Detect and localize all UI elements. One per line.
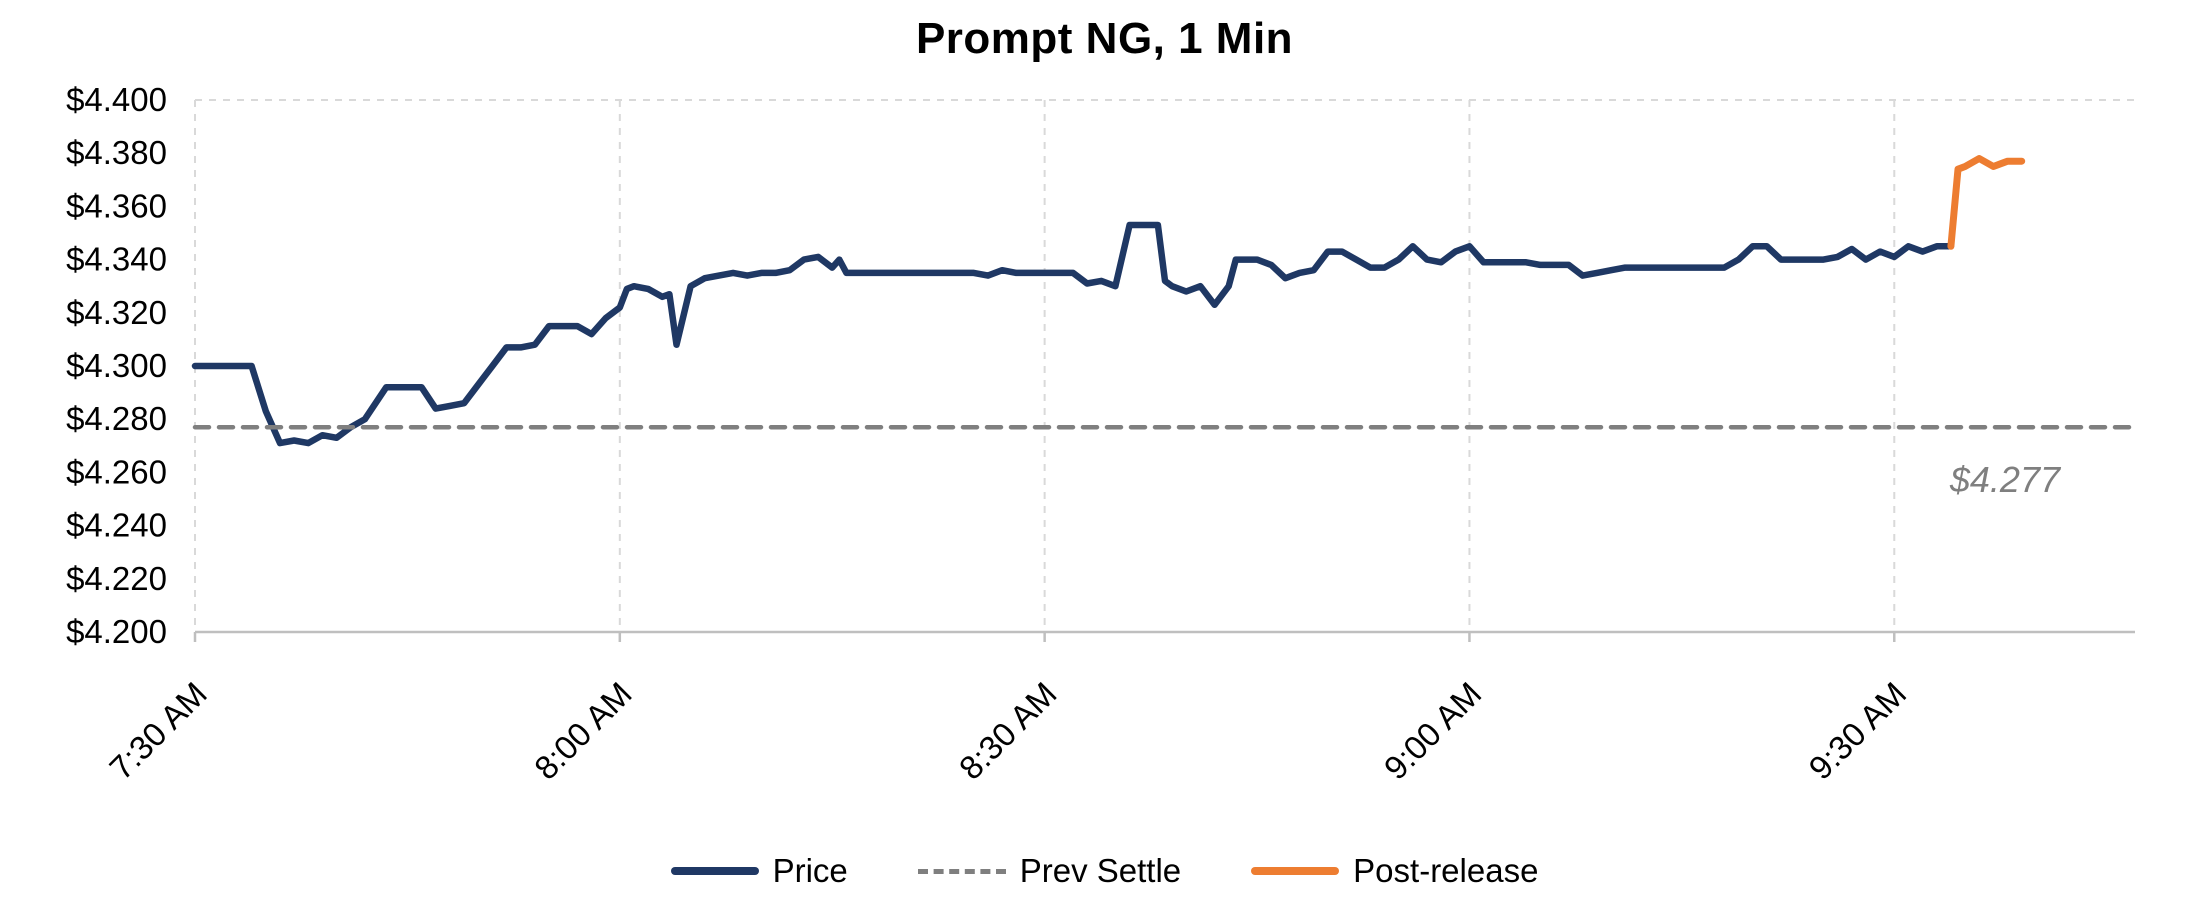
x-tick-label: 8:00 AM	[527, 675, 639, 787]
y-tick-label: $4.400	[66, 81, 167, 118]
legend-sample-prev-settle	[917, 868, 1006, 874]
legend-item-post-release: Post-release	[1251, 852, 1538, 890]
legend-item-prev-settle: Prev Settle	[917, 852, 1182, 890]
y-tick-label: $4.320	[66, 294, 167, 331]
y-tick-label: $4.220	[66, 560, 167, 597]
y-tick-label: $4.380	[66, 134, 167, 171]
x-tick-label: 8:30 AM	[952, 675, 1064, 787]
legend-sample-post-release	[1251, 867, 1340, 875]
series-line-post-release	[1947, 155, 2026, 250]
prev-settle-annotation: $4.277	[1949, 459, 2062, 500]
y-tick-label: $4.280	[66, 400, 167, 437]
y-tick-label: $4.260	[66, 453, 167, 490]
legend-label-post-release: Post-release	[1353, 852, 1539, 889]
y-tick-label: $4.240	[66, 507, 167, 544]
legend-label-prev-settle: Prev Settle	[1019, 852, 1182, 889]
x-tick-label: 9:30 AM	[1801, 675, 1913, 787]
legend-label-price: Price	[772, 852, 848, 889]
x-tick-label: 9:00 AM	[1377, 675, 1489, 787]
y-tick-label: $4.200	[66, 613, 167, 650]
legend-item-price: Price	[670, 852, 848, 890]
y-tick-label: $4.360	[66, 187, 167, 224]
chart-title: Prompt NG, 1 Min	[915, 14, 1294, 63]
y-tick-label: $4.300	[66, 347, 167, 384]
chart-legend: Price Prev Settle Post-release	[0, 852, 2209, 890]
x-tick-label: 7:30 AM	[102, 675, 214, 787]
series-line-price	[191, 221, 1955, 447]
y-tick-label: $4.340	[66, 241, 167, 278]
legend-sample-price	[670, 867, 759, 875]
